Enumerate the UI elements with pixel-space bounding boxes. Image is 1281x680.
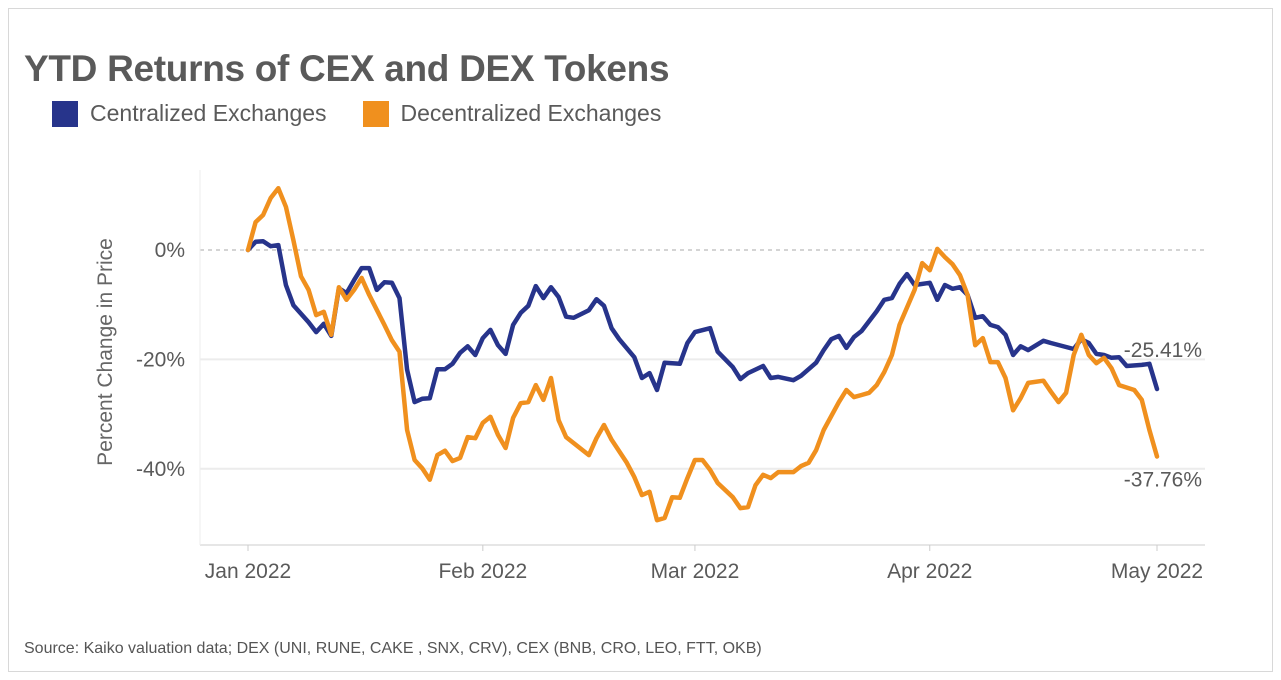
chart-title: YTD Returns of CEX and DEX Tokens	[24, 48, 670, 89]
legend-swatch-cex	[52, 100, 78, 127]
x-tick-label: Jan 2022	[205, 560, 291, 583]
source-note: Source: Kaiko valuation data; DEX (UNI, …	[24, 640, 762, 657]
legend-label-dex: Decentralized Exchanges	[400, 100, 662, 126]
chart-frame	[8, 8, 1273, 672]
legend-label-cex: Centralized Exchanges	[90, 100, 327, 126]
legend-item-cex: Centralized Exchanges	[52, 100, 327, 127]
y-tick-label: -40%	[136, 458, 185, 481]
y-axis-label: Percent Change in Price	[94, 238, 117, 466]
y-tick-label: 0%	[155, 239, 185, 262]
x-tick-label: Feb 2022	[438, 560, 527, 583]
legend-swatch-dex	[362, 100, 389, 127]
end-label-dex: -37.76%	[1124, 469, 1202, 492]
y-tick-label: -20%	[136, 348, 185, 371]
x-tick-label: Apr 2022	[887, 560, 972, 583]
x-tick-label: May 2022	[1111, 560, 1203, 583]
legend: Centralized Exchanges Decentralized Exch…	[52, 100, 697, 127]
series-line-cex	[245, 238, 1160, 405]
end-label-cex: -25.41%	[1124, 339, 1202, 362]
legend-item-dex: Decentralized Exchanges	[362, 100, 662, 127]
series-line-dex	[245, 185, 1160, 523]
x-tick-label: Mar 2022	[651, 560, 740, 583]
